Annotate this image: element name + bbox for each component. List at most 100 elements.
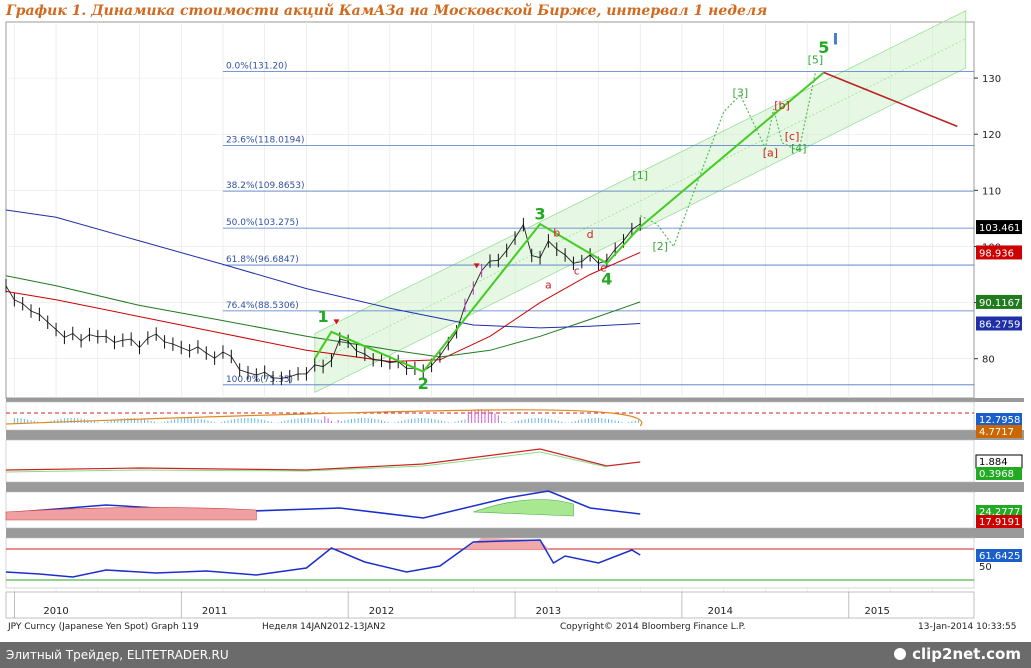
downtrend-line <box>823 71 958 128</box>
indicator-badge-label: 4.7717 <box>979 427 1014 438</box>
fib-label: 0.0%(131.20) <box>226 61 287 71</box>
footer-source: Элитный Трейдер, ELITETRADER.RU <box>6 648 229 662</box>
value-badge-label: 86.2759 <box>979 319 1020 330</box>
x-axis-band <box>5 591 975 619</box>
panel-separator <box>6 430 1024 440</box>
wave-count-line <box>313 71 825 373</box>
indicator-panel <box>5 401 975 431</box>
wave-label: [1] <box>632 169 648 182</box>
wave-label: 5 <box>818 38 829 57</box>
indicator-badge <box>976 505 1022 518</box>
fib-label: 38.2%(109.8653) <box>226 181 305 191</box>
wave-labels: 1 2 3 4 5 Ia b c d e [1] [2] [3] [4] [5] [a] [b] [c] <box>318 29 839 393</box>
clip2net-logo-icon <box>894 648 907 660</box>
y-tick-label: 110 <box>982 186 1001 197</box>
wave-label: [c] <box>785 130 800 143</box>
x-axis: 2010 2011 2012 2013 2014 2015 <box>5 591 975 619</box>
signal-marker <box>333 319 340 325</box>
value-badge-label: 103.461 <box>979 223 1020 234</box>
footer-watermark-text: clip2net.com <box>912 645 1021 663</box>
wave-label: 2 <box>418 374 429 393</box>
price-panel <box>5 21 975 399</box>
wave-label: [3] <box>733 87 749 100</box>
y-tick-label: 80 <box>982 355 995 366</box>
indicator-badge-label: 17.9191 <box>979 517 1020 528</box>
x-tick-label: 2014 <box>708 606 733 617</box>
fibonacci-levels: 0.0%(131.20) 23.6%(118.0194) 38.2%(109.865… <box>222 61 974 386</box>
value-badge <box>976 220 1022 235</box>
chart-info-bar: JPY Curncy (Japanese Yen Spot) Graph 119… <box>0 620 1031 636</box>
panel-separator <box>6 398 1024 402</box>
wave-label: I <box>832 29 838 48</box>
moving-average-line <box>5 209 641 329</box>
fib-label: 100.0%(75.35) <box>226 375 293 385</box>
x-tick-label: 2012 <box>369 606 394 617</box>
indicator-badge-label: 1.884 <box>979 457 1008 468</box>
channel-midline <box>314 38 966 364</box>
instrument-label: JPY Curncy (Japanese Yen Spot) Graph 119 <box>8 622 199 632</box>
y-tick-label: 120 <box>982 130 1001 141</box>
wave-label: b <box>553 226 560 239</box>
fib-label: 61.8%(96.6847) <box>226 255 299 265</box>
wave-label: c <box>574 265 580 278</box>
indicator-line <box>5 451 607 473</box>
projection-channel <box>314 10 967 394</box>
trend-channel <box>314 10 967 394</box>
wave-label: d <box>587 228 594 241</box>
chart-canvas: 0.0%(131.20) 23.6%(118.0194) 38.2%(109.865… <box>5 10 1024 619</box>
x-tick-label: 2011 <box>202 606 227 617</box>
value-badges: 103.461 98.936 90.1167 86.2759 <box>976 220 1022 331</box>
x-tick-label: 2015 <box>864 606 889 617</box>
indicator-badge <box>976 425 1022 438</box>
wave-label: [a] <box>763 147 778 160</box>
wave-label: 1 <box>318 307 329 326</box>
projection-path <box>639 72 816 248</box>
value-badge <box>976 245 1022 260</box>
wave-label: [2] <box>652 240 668 253</box>
panel-separator <box>6 482 1024 492</box>
moving-average-line <box>5 275 641 358</box>
y-tick-label: 130 <box>982 74 1001 85</box>
chart-title: График 1. Динамика стоимости акций КамАЗ… <box>6 3 768 19</box>
value-badge-label: 90.1167 <box>979 298 1020 309</box>
indicator-badge <box>976 467 1022 480</box>
indicator-badge <box>976 549 1022 562</box>
footer-watermark: clip2net.com <box>894 645 1021 663</box>
wave-label: [b] <box>774 99 790 112</box>
panel-separator <box>6 528 1024 538</box>
indicator-area <box>473 499 574 517</box>
indicator-badge-label: 61.6425 <box>979 551 1020 562</box>
timestamp-label: 13-Jan-2014 10:33:55 <box>918 622 1017 632</box>
fib-label: 50.0%(103.275) <box>226 218 299 228</box>
value-badge <box>976 294 1022 309</box>
value-badge-label: 98.936 <box>979 248 1014 259</box>
indicator-panel <box>5 439 975 483</box>
indicator-line <box>5 448 641 471</box>
value-badge <box>976 316 1022 331</box>
x-tick-label: 2010 <box>43 606 68 617</box>
fib-label: 23.6%(118.0194) <box>226 135 305 145</box>
indicator-badge-label: 24.2777 <box>979 507 1020 518</box>
indicator-area <box>5 507 257 521</box>
indicator-tick-label: 50 <box>979 562 992 573</box>
fib-label: 76.4%(88.5306) <box>226 301 299 311</box>
footer-bar: Элитный Трейдер, ELITETRADER.RU clip2net… <box>0 642 1031 668</box>
signal-marker <box>473 263 480 269</box>
elliott-wave-lines <box>313 71 958 373</box>
wave-label: [4] <box>791 142 807 155</box>
period-label: Неделя 14JAN2012-13JAN2 <box>262 622 386 632</box>
copyright-label: Copyright© 2014 Bloomberg Finance L.P. <box>560 622 746 632</box>
wave-label: 4 <box>601 270 612 289</box>
indicator-badge <box>976 413 1022 426</box>
indicator-line <box>5 539 641 578</box>
indicator-badge <box>976 515 1022 528</box>
wave-label: e <box>600 262 607 275</box>
wave-label: a <box>545 279 552 292</box>
x-tick-label: 2013 <box>536 606 561 617</box>
wave-label: 3 <box>534 205 545 224</box>
indicator-badge-label: 0.3968 <box>979 469 1014 480</box>
indicator-badge-label: 12.7958 <box>979 415 1020 426</box>
wave-label: [5] <box>808 54 824 67</box>
indicator-line <box>5 409 643 427</box>
